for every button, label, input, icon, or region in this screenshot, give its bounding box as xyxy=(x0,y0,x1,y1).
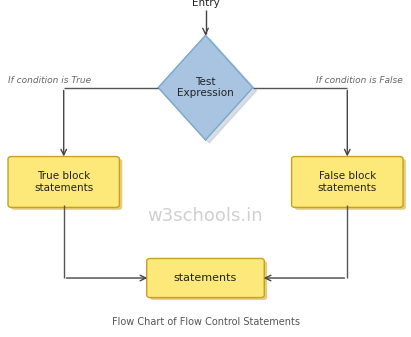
Text: Flow Chart of Flow Control Statements: Flow Chart of Flow Control Statements xyxy=(111,317,300,327)
Text: Test
Expression: Test Expression xyxy=(177,77,234,98)
Text: True block
statements: True block statements xyxy=(34,171,93,193)
FancyBboxPatch shape xyxy=(11,159,122,210)
FancyBboxPatch shape xyxy=(8,156,120,207)
Text: Entry: Entry xyxy=(192,0,219,8)
FancyBboxPatch shape xyxy=(294,159,406,210)
FancyBboxPatch shape xyxy=(150,261,267,300)
Polygon shape xyxy=(162,38,256,143)
Polygon shape xyxy=(158,35,253,140)
Text: If condition is True: If condition is True xyxy=(8,76,91,85)
Text: w3schools.in: w3schools.in xyxy=(148,207,263,225)
FancyBboxPatch shape xyxy=(292,156,403,207)
Text: False block
statements: False block statements xyxy=(318,171,377,193)
Text: statements: statements xyxy=(174,273,237,283)
FancyBboxPatch shape xyxy=(147,258,264,298)
Text: If condition is False: If condition is False xyxy=(316,76,403,85)
